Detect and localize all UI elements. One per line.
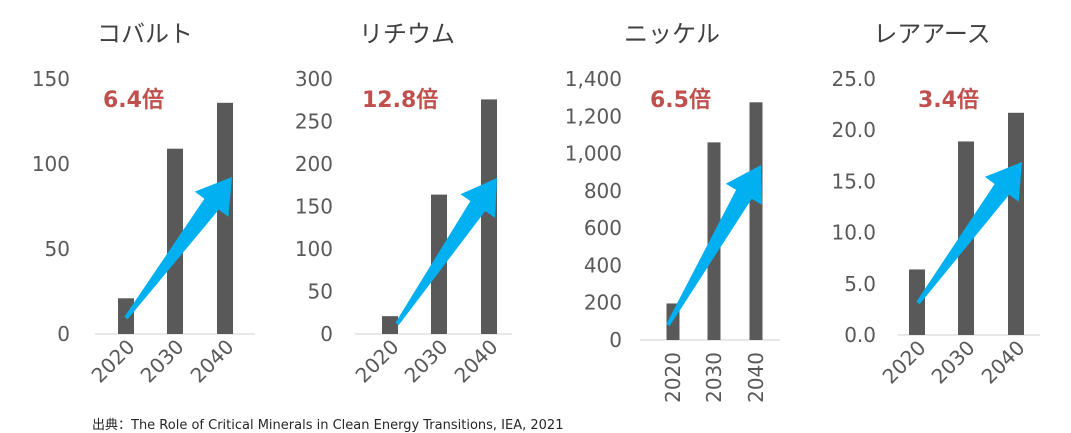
x-tick-label: 2030 (927, 336, 980, 389)
x-tick-label: 2020 (87, 335, 140, 388)
bar-2030 (167, 148, 183, 334)
y-tick-label: 0 (320, 322, 333, 346)
chart-panel: ニッケル 0 200 400 600 800 1,000 1,200 1,400 2020 2030… (565, 20, 780, 403)
y-tick-label: 10.0 (831, 221, 876, 245)
growth-arrow-icon (666, 165, 763, 326)
y-tick-label: 1,200 (565, 104, 622, 128)
x-tick-label: 2020 (878, 336, 931, 389)
growth-arrow-icon (395, 178, 497, 326)
y-tick-label: 100 (295, 237, 333, 261)
growth-arrow-icon (124, 177, 232, 320)
x-tick-label: 2030 (702, 352, 726, 403)
y-tick-label: 0 (609, 328, 622, 352)
chart-title: リチウム (359, 20, 455, 48)
y-tick-label: 25.0 (831, 67, 876, 91)
growth-multiplier: 12.8倍 (362, 87, 438, 113)
y-tick-label: 1,000 (565, 142, 622, 166)
growth-multiplier: 6.5倍 (650, 87, 711, 113)
y-tick-label: 50 (45, 237, 70, 261)
bar-2040 (481, 99, 497, 335)
y-tick-label: 200 (584, 291, 622, 315)
growth-arrow-icon (916, 162, 1022, 305)
y-tick-label: 250 (295, 110, 333, 134)
y-tick-label: 15.0 (831, 169, 876, 193)
chart-title: ニッケル (624, 20, 720, 48)
bar-2040 (1008, 112, 1024, 336)
x-tick-label: 2040 (744, 352, 768, 403)
bar-2040 (749, 102, 763, 340)
bar-2020 (382, 316, 398, 334)
y-tick-label: 400 (584, 253, 622, 277)
growth-multiplier: 3.4倍 (918, 87, 979, 113)
y-tick-label: 5.0 (844, 272, 876, 296)
y-tick-label: 300 (295, 67, 333, 91)
y-tick-label: 20.0 (831, 118, 876, 142)
y-tick-label: 100 (32, 152, 70, 176)
bar-2040 (217, 102, 233, 334)
y-tick-label: 50 (308, 280, 333, 304)
chart-title: コバルト (97, 20, 193, 48)
y-tick-label: 150 (295, 195, 333, 219)
x-tick-label: 2030 (136, 335, 189, 388)
x-tick-label: 2040 (977, 336, 1030, 389)
x-tick-label: 2040 (450, 335, 503, 388)
y-tick-label: 600 (584, 216, 622, 240)
x-tick-label: 2040 (186, 335, 239, 388)
y-tick-label: 0 (57, 322, 70, 346)
growth-multiplier: 6.4倍 (103, 87, 164, 113)
y-tick-label: 200 (295, 152, 333, 176)
y-tick-label: 0.0 (844, 323, 876, 347)
y-tick-label: 150 (32, 67, 70, 91)
chart-title: レアアース (873, 20, 990, 48)
x-tick-label: 2020 (351, 335, 404, 388)
x-tick-label: 2030 (400, 335, 453, 388)
y-tick-label: 1,400 (565, 67, 622, 91)
x-tick-label: 2020 (661, 352, 685, 403)
source-note: 出典：The Role of Critical Minerals in Clea… (92, 418, 564, 433)
y-tick-label: 800 (584, 179, 622, 203)
